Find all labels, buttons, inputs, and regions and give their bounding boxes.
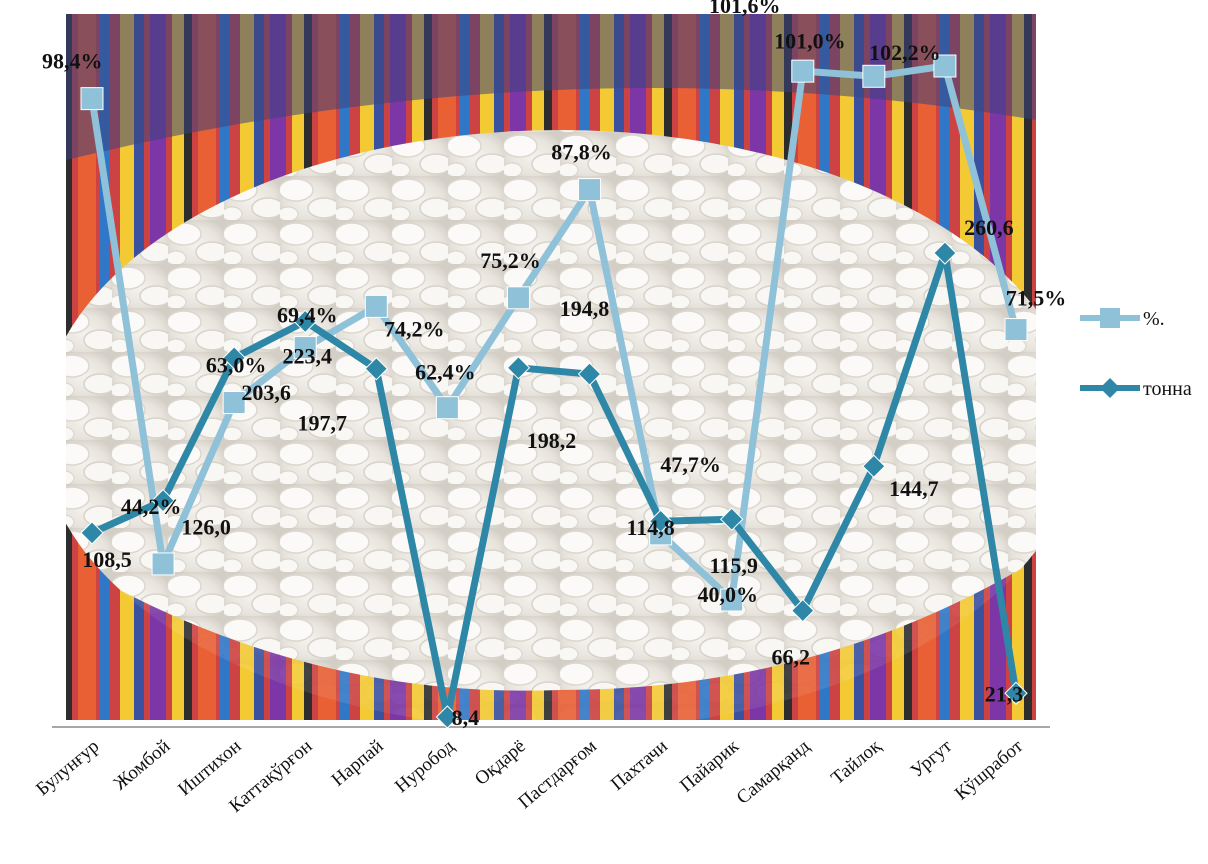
x-tick-label: Кўшработ [951, 735, 1028, 804]
percent-point [222, 391, 246, 415]
x-tick-label: Тайлоқ [827, 735, 885, 789]
percent-point [720, 588, 744, 612]
series-line-tonna [90, 249, 1020, 721]
percent-point [364, 294, 388, 318]
x-tick-label: Пастдарғом [514, 736, 600, 813]
tonna-data-label: 223,4 [282, 343, 332, 368]
data-labels-group: 98,4% 44,2% 63,0% 69,4% 74,2% 62,4% 75,2% 87,8%… [42, 0, 1066, 730]
tonna-point [222, 346, 246, 370]
tonna-point [933, 241, 957, 265]
percent-point [791, 59, 815, 83]
x-tick-label: Жомбой [110, 736, 174, 795]
percent-data-label: 44,2% [121, 494, 182, 519]
tonna-data-label: 203,6 [241, 380, 291, 405]
tonna-data-label: 198,2 [527, 428, 577, 453]
percent-data-label: 75,2% [480, 248, 541, 273]
tonna-data-label: 8,4 [452, 705, 480, 730]
tonna-data-label: 108,5 [82, 547, 132, 572]
percent-data-label: 62,4% [415, 360, 476, 385]
percent-data-label: 101,6% [709, 0, 781, 18]
x-tick-label: Иштихон [174, 736, 245, 800]
tonna-point [80, 521, 104, 545]
x-tick-label: Нарпай [328, 736, 388, 791]
percent-point [506, 286, 530, 310]
legend: %. тонна [1080, 308, 1192, 400]
legend-marker-tonna [1100, 378, 1120, 398]
percent-data-label: 74,2% [384, 316, 445, 341]
x-tick-label: Самарқанд [733, 736, 814, 809]
background-photo [66, 14, 1036, 720]
percent-data-label: 47,7% [660, 452, 721, 477]
percent-point [435, 396, 459, 420]
tonna-point [648, 509, 673, 533]
tonna-point [1004, 681, 1028, 705]
tonna-point [293, 309, 317, 334]
tonna-point [364, 357, 389, 381]
tonna-data-label: 194,8 [560, 296, 610, 321]
percent-point [578, 178, 602, 202]
percent-data-label: 87,8% [551, 140, 612, 165]
legend-label-tonna: тонна [1143, 378, 1192, 400]
percent-point [933, 54, 957, 78]
tonna-data-label: 114,8 [626, 515, 674, 540]
percent-data-label: 69,4% [277, 303, 338, 328]
legend-label-percent: %. [1143, 308, 1165, 330]
tonna-point [862, 454, 886, 478]
tonna-point [791, 598, 815, 623]
percent-data-label: 101,0% [774, 28, 846, 53]
tonna-point [577, 362, 602, 386]
tonna-data-label: 144,7 [889, 476, 939, 501]
tonna-data-label: 126,0 [181, 515, 231, 540]
percent-point [151, 552, 175, 576]
tonna-data-label: 197,7 [298, 411, 348, 436]
x-tick-label: Нуробод [391, 736, 459, 798]
x-tick-label: Пахтачи [607, 736, 672, 795]
percent-point [80, 87, 104, 111]
percent-data-label: 40,0% [697, 582, 758, 607]
legend-item-percent: %. [1080, 308, 1165, 330]
percent-data-label: 102,2% [869, 40, 941, 65]
tonna-data-label: 66,2 [772, 645, 811, 670]
x-tick-label: Оқдарё [471, 736, 530, 790]
x-tick-label: Пайарик [676, 735, 743, 796]
tonna-point [506, 356, 531, 380]
tonna-data-label: 115,9 [710, 553, 758, 578]
tonna-data-label: 21,3 [985, 681, 1024, 706]
x-tick-label: Булунғур [32, 736, 103, 800]
tonna-point [719, 507, 744, 531]
x-tick-label: Ургут [907, 735, 957, 782]
legend-item-tonna: тонна [1080, 378, 1192, 400]
tonna-point [435, 705, 460, 729]
percent-data-label: 71,5% [1006, 286, 1067, 311]
percent-point [862, 64, 886, 88]
legend-marker-percent [1100, 308, 1120, 328]
series-group [80, 54, 1028, 729]
percent-point [293, 336, 317, 360]
percent-point [1004, 318, 1028, 342]
percent-data-label: 63,0% [206, 353, 267, 378]
series-line-percent [88, 62, 1020, 604]
tonna-data-label: 260,6 [964, 215, 1014, 240]
tonna-point [151, 488, 175, 513]
percent-data-label: 98,4% [42, 49, 103, 74]
